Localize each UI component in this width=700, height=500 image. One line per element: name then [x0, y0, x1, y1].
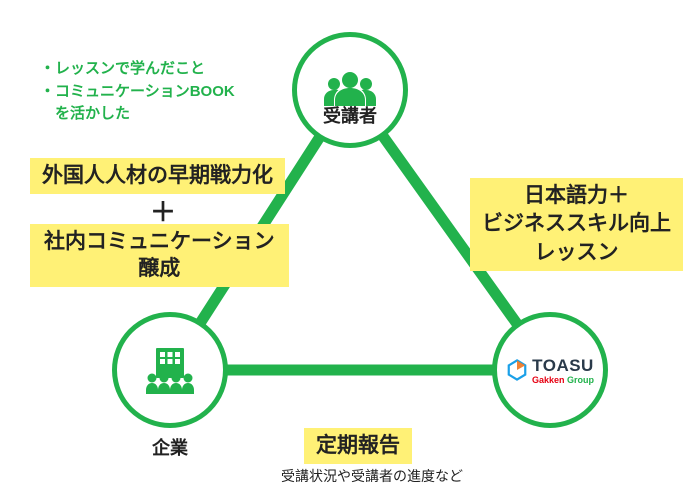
highlight-right-line2: ビジネススキル向上: [482, 210, 671, 238]
node-company-label: 企業: [100, 434, 240, 460]
highlight-bottom: 定期報告: [304, 428, 412, 464]
highlight-left-2: 社内コミュニケーション 醸成: [30, 224, 289, 287]
node-student-label: 受講者: [280, 102, 420, 128]
bullet-1: ・レッスンで学んだこと: [40, 58, 235, 81]
highlight-left-2-line2: 醸成: [44, 255, 275, 282]
bullet-list: ・レッスンで学んだこと ・コミュニケーションBOOK を活かした: [40, 58, 235, 126]
toasu-hex-icon: [506, 359, 528, 381]
company-people-icon: [140, 346, 200, 394]
bullet-3: を活かした: [40, 103, 235, 126]
highlight-left-1: 外国人人材の早期戦力化: [30, 158, 285, 194]
bullet-2: ・コミュニケーションBOOK: [40, 81, 235, 104]
node-student: [292, 32, 408, 148]
bottom-note: 受講状況や受講者の進度など: [262, 466, 482, 486]
highlight-right-line3: レッスン: [482, 239, 671, 267]
toasu-logo: TOASU Gakken Group: [506, 356, 594, 385]
highlight-right-line1: 日本語力＋: [482, 182, 671, 210]
highlight-right: 日本語力＋ ビジネススキル向上 レッスン: [470, 178, 683, 271]
toasu-brand-text: TOASU: [532, 356, 594, 376]
diagram-stage: { "layout": { "nodes": { "top": { "cx": …: [0, 0, 700, 500]
highlight-left-2-line1: 社内コミュニケーション: [44, 228, 275, 255]
node-toasu: TOASU Gakken Group: [492, 312, 608, 428]
toasu-sub-group: Group: [567, 375, 594, 385]
node-company: [112, 312, 228, 428]
toasu-sub-gakken: Gakken: [532, 375, 565, 385]
